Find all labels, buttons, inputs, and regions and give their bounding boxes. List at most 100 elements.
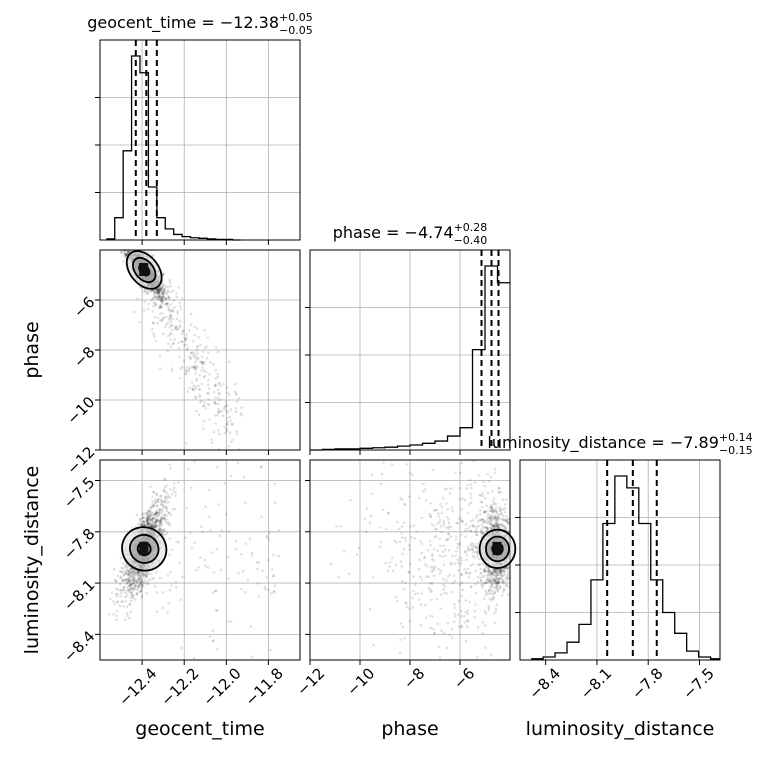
scatter-point <box>153 512 157 516</box>
scatter-point <box>156 519 160 522</box>
scatter-point <box>433 631 437 635</box>
scatter-point <box>188 355 191 358</box>
scatter-point <box>189 356 193 360</box>
scatter-point <box>137 572 140 575</box>
scatter-point <box>479 578 483 582</box>
scatter-point <box>203 328 206 332</box>
scatter-point <box>494 522 498 526</box>
scatter-point <box>170 369 173 373</box>
scatter-point <box>216 647 219 651</box>
scatter-point <box>467 575 471 579</box>
scatter-point <box>226 404 229 407</box>
scatter-point <box>211 629 215 632</box>
scatter-point <box>167 601 171 605</box>
axis-label-y: phase <box>21 321 43 378</box>
scatter-point <box>153 501 157 505</box>
scatter-point <box>440 629 443 633</box>
scatter-point <box>131 526 134 530</box>
scatter-point <box>165 322 168 326</box>
scatter-point <box>492 527 496 530</box>
scatter-point <box>479 576 482 580</box>
scatter-point <box>490 518 493 522</box>
scatter-point <box>483 646 487 650</box>
scatter-point <box>499 571 502 574</box>
scatter-point <box>498 584 501 588</box>
scatter-point <box>145 592 148 595</box>
scatter-point <box>490 526 493 530</box>
scatter-point <box>227 620 230 623</box>
scatter-point <box>491 585 495 589</box>
scatter-point <box>489 592 493 595</box>
scatter-point <box>492 524 495 528</box>
scatter-point <box>400 532 404 535</box>
scatter-point <box>139 590 142 594</box>
scatter-point <box>146 511 149 515</box>
scatter-point <box>240 414 243 417</box>
scatter-point <box>153 584 157 588</box>
scatter-point <box>372 643 375 647</box>
scatter-point <box>175 540 179 544</box>
scatter-point <box>214 345 218 349</box>
scatter-point <box>146 573 150 576</box>
scatter-point <box>478 518 482 522</box>
scatter-point <box>483 520 487 524</box>
scatter-point <box>151 289 154 292</box>
scatter-point <box>491 523 495 527</box>
scatter-point <box>159 287 163 290</box>
scatter-point <box>162 488 166 492</box>
scatter-point <box>148 522 152 526</box>
scatter-point <box>268 531 272 535</box>
scatter-point <box>412 575 415 579</box>
scatter-point <box>212 362 215 366</box>
scatter-point <box>466 609 469 612</box>
scatter-point <box>109 597 112 601</box>
scatter-point <box>131 587 134 590</box>
scatter-point <box>501 514 505 518</box>
scatter-point <box>483 510 487 514</box>
scatter-point <box>490 572 494 576</box>
scatter-point <box>221 414 225 418</box>
scatter-point <box>177 540 181 544</box>
scatter-point <box>214 589 218 593</box>
scatter-point <box>131 594 135 597</box>
scatter-point <box>142 521 146 525</box>
scatter-point <box>507 566 510 569</box>
scatter-point <box>193 365 196 369</box>
scatter-point <box>502 578 506 582</box>
scatter-point <box>265 576 268 579</box>
scatter-point <box>485 521 489 525</box>
scatter-point <box>172 341 175 345</box>
scatter-point <box>464 640 468 643</box>
scatter-point <box>417 567 421 571</box>
scatter-point <box>184 442 188 445</box>
scatter-point <box>270 592 273 595</box>
scatter-point <box>194 395 197 399</box>
scatter-point <box>456 561 460 565</box>
scatter-point <box>160 285 164 289</box>
scatter-point <box>202 404 206 408</box>
scatter-point <box>153 517 156 521</box>
scatter-point <box>456 546 459 549</box>
scatter-point <box>484 581 488 585</box>
scatter-point <box>226 423 230 427</box>
scatter-point <box>469 529 473 533</box>
scatter-point <box>161 294 164 297</box>
scatter-point <box>157 289 160 293</box>
scatter-point <box>222 407 226 411</box>
scatter-point <box>164 325 167 328</box>
scatter-point <box>146 521 150 525</box>
scatter-point <box>166 574 170 577</box>
scatter-point <box>430 598 433 601</box>
scatter-point <box>152 516 155 520</box>
scatter-point <box>228 415 231 419</box>
scatter-point <box>489 653 493 657</box>
scatter-point <box>434 509 437 512</box>
scatter-point <box>203 369 206 372</box>
scatter-point <box>171 507 175 511</box>
scatter-point <box>190 365 194 368</box>
scatter-point <box>430 589 433 593</box>
scatter-point <box>188 386 191 390</box>
scatter-point <box>431 627 435 631</box>
scatter-point <box>146 522 150 526</box>
scatter-point <box>166 286 170 289</box>
